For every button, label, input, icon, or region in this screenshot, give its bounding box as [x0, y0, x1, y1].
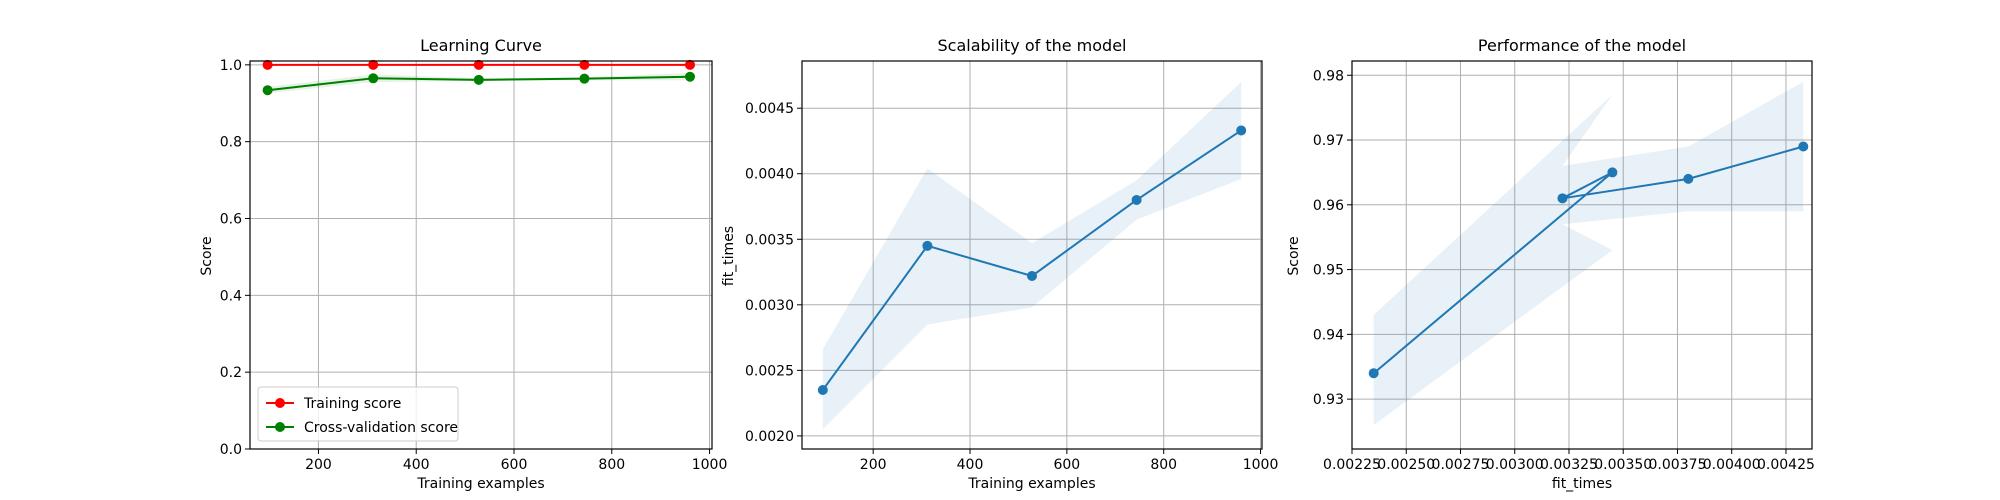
legend-box — [257, 386, 459, 442]
y-tick-label: 0.0045 — [745, 101, 794, 117]
confidence-band — [1373, 81, 1804, 426]
panel-title: Performance of the model — [1478, 36, 1686, 55]
panel-title: Scalability of the model — [938, 36, 1127, 55]
y-axis-label: Score — [199, 236, 215, 275]
data-point — [1557, 193, 1568, 204]
data-point — [262, 59, 273, 70]
x-tick-label: 1000 — [692, 457, 728, 473]
x-tick-label: 0.00275 — [1432, 457, 1490, 473]
axes-frame — [1351, 60, 1813, 450]
legend-swatch-marker — [275, 398, 285, 408]
x-tick-label: 0.00400 — [1703, 457, 1761, 473]
y-tick-label: 0.6 — [220, 212, 242, 228]
data-point — [685, 59, 695, 70]
x-tick-label: 0.00425 — [1757, 457, 1815, 473]
y-tick-label: 0.98 — [1313, 68, 1344, 84]
x-axis-label: Training examples — [967, 476, 1095, 492]
y-tick-label: 0.8 — [220, 135, 242, 151]
y-tick-label: 1.0 — [220, 58, 242, 74]
x-tick-label: 0.00375 — [1649, 457, 1707, 473]
y-tick-label: 0.0020 — [745, 429, 794, 445]
x-tick-label: 0.00225 — [1323, 457, 1381, 473]
data-point — [685, 71, 695, 82]
data-point — [579, 59, 590, 70]
x-axis-label: fit_times — [1552, 476, 1612, 492]
y-tick-label: 0.95 — [1313, 263, 1344, 279]
data-point — [1131, 194, 1142, 205]
learning-curve-panel: Learning Curve Training examples Score 2… — [199, 36, 727, 492]
y-tick-label: 0.94 — [1313, 327, 1344, 343]
legend-label: Training score — [303, 396, 401, 412]
legend-swatch-marker — [275, 422, 285, 432]
x-tick-label: 0.00325 — [1540, 457, 1598, 473]
x-tick-label: 1000 — [1243, 457, 1279, 473]
y-tick-label: 0.4 — [220, 288, 242, 304]
y-tick-label: 0.0025 — [745, 363, 794, 379]
x-tick-label: 0.00350 — [1594, 457, 1652, 473]
data-point — [922, 240, 933, 251]
panel-title: Learning Curve — [420, 36, 542, 55]
y-tick-label: 0.93 — [1313, 392, 1344, 408]
scalability-panel: Scalability of the model Training exampl… — [721, 36, 1278, 492]
data-point — [262, 85, 273, 96]
y-tick-label: 0.0035 — [745, 232, 794, 248]
legend-label: Cross-validation score — [304, 420, 458, 436]
data-point — [368, 59, 379, 70]
y-tick-label: 0.96 — [1313, 198, 1344, 214]
y-tick-label: 0.2 — [220, 365, 242, 381]
x-tick-label: 600 — [1053, 457, 1080, 473]
y-tick-label: 0.0030 — [745, 298, 794, 314]
x-tick-label: 200 — [860, 457, 887, 473]
data-point — [1027, 270, 1037, 281]
y-tick-label: 0.0 — [220, 442, 242, 458]
x-tick-label: 400 — [957, 457, 984, 473]
x-tick-label: 600 — [501, 457, 528, 473]
data-point — [473, 74, 484, 85]
data-point — [368, 73, 379, 84]
data-point — [1607, 167, 1618, 178]
data-point — [817, 385, 828, 396]
data-point — [1368, 368, 1379, 379]
data-point — [1798, 141, 1809, 152]
x-tick-label: 0.00250 — [1377, 457, 1435, 473]
y-axis-label: fit_times — [721, 226, 737, 286]
x-tick-label: 400 — [403, 457, 430, 473]
x-tick-label: 200 — [305, 457, 332, 473]
y-axis-label: Score — [1286, 236, 1302, 275]
x-axis-label: Training examples — [416, 476, 544, 492]
x-tick-label: 800 — [1150, 457, 1177, 473]
confidence-band — [822, 81, 1242, 430]
data-point — [1683, 173, 1694, 184]
performance-panel: Performance of the model fit_times Score… — [1286, 36, 1815, 492]
axes-frame — [249, 60, 713, 450]
y-tick-label: 0.97 — [1313, 133, 1344, 149]
data-point — [1236, 125, 1247, 136]
data-point — [473, 59, 484, 70]
axes-frame — [801, 60, 1263, 450]
x-tick-label: 800 — [598, 457, 625, 473]
x-tick-label: 0.00300 — [1486, 457, 1544, 473]
data-point — [579, 73, 590, 84]
y-tick-label: 0.0040 — [745, 167, 794, 183]
